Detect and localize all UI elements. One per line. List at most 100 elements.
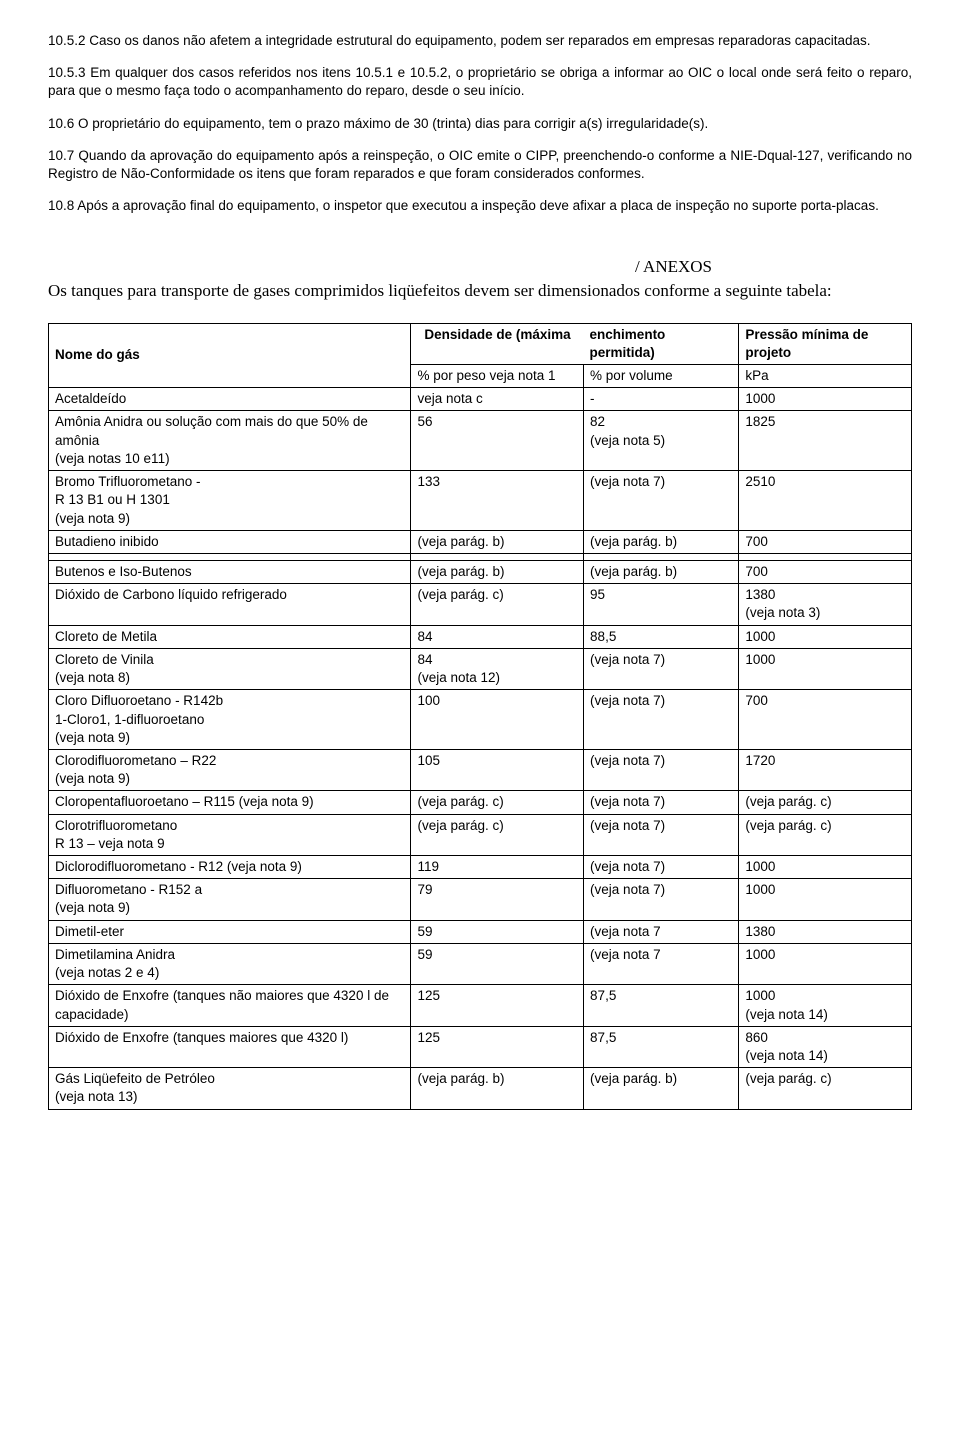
paragraph-10-6: 10.6 O proprietário do equipamento, tem … [48, 115, 912, 133]
paragraph-10-5-3: 10.5.3 Em qualquer dos casos referidos n… [48, 64, 912, 100]
header-densidade: Densidade de (máxima [424, 327, 570, 342]
table-cell: (veja parág. c) [739, 1068, 912, 1109]
table-row: Cloreto de Metila8488,51000 [49, 625, 912, 648]
table-cell: ClorotrifluorometanoR 13 – veja nota 9 [49, 814, 411, 855]
table-cell: 79 [411, 879, 584, 920]
header-enchimento: enchimento permitida) [590, 327, 666, 360]
table-cell: (veja parág. b) [584, 530, 739, 553]
table-row: Diclorodifluorometano - R12 (veja nota 9… [49, 856, 912, 879]
header-nome: Nome do gás [55, 347, 140, 362]
table-cell: (veja parág. b) [411, 530, 584, 553]
table-row: Dimetilamina Anidra(veja notas 2 e 4)59(… [49, 943, 912, 984]
table-cell: Butenos e Iso-Butenos [49, 560, 411, 583]
table-cell: 700 [739, 530, 912, 553]
table-cell: (veja nota 7) [584, 814, 739, 855]
table-cell: 105 [411, 749, 584, 790]
table-cell: 59 [411, 920, 584, 943]
paragraph-10-5-2: 10.5.2 Caso os danos não afetem a integr… [48, 32, 912, 50]
table-cell: Dióxido de Enxofre (tanques não maiores … [49, 985, 411, 1026]
table-cell: 87,5 [584, 1026, 739, 1067]
table-row: Dióxido de Enxofre (tanques não maiores … [49, 985, 912, 1026]
table-cell: (veja parág. c) [411, 791, 584, 814]
table-cell: Dióxido de Enxofre (tanques maiores que … [49, 1026, 411, 1067]
table-cell: (veja parág. c) [739, 791, 912, 814]
table-cell: 87,5 [584, 985, 739, 1026]
table-cell: 119 [411, 856, 584, 879]
table-cell: 700 [739, 560, 912, 583]
table-row: Clorodifluorometano – R22(veja nota 9)10… [49, 749, 912, 790]
table-cell: 95 [584, 584, 739, 625]
table-cell: (veja parág. c) [411, 584, 584, 625]
table-cell: 133 [411, 471, 584, 531]
table-row: Gás Liqüefeito de Petróleo(veja nota 13)… [49, 1068, 912, 1109]
table-cell: 1380(veja nota 3) [739, 584, 912, 625]
table-cell: 2510 [739, 471, 912, 531]
table-cell: 700 [739, 690, 912, 750]
table-cell: 1720 [739, 749, 912, 790]
table-cell: Diclorodifluorometano - R12 (veja nota 9… [49, 856, 411, 879]
table-cell: (veja nota 7) [584, 856, 739, 879]
paragraph-10-8: 10.8 Após a aprovação final do equipamen… [48, 197, 912, 215]
table-cell: Cloro Difluoroetano - R142b1-Cloro1, 1-d… [49, 690, 411, 750]
table-cell: (veja parág. c) [411, 814, 584, 855]
table-cell: (veja parág. b) [411, 560, 584, 583]
table-cell: veja nota c [411, 388, 584, 411]
table-cell: Bromo Trifluorometano -R 13 B1 ou H 1301… [49, 471, 411, 531]
table-cell: (veja nota 7) [584, 791, 739, 814]
paragraph-10-7: 10.7 Quando da aprovação do equipamento … [48, 147, 912, 183]
table-cell: Cloreto de Metila [49, 625, 411, 648]
table-cell: (veja nota 7 [584, 943, 739, 984]
table-row: Bromo Trifluorometano -R 13 B1 ou H 1301… [49, 471, 912, 531]
table-cell: (veja nota 7) [584, 690, 739, 750]
table-cell: 1000(veja nota 14) [739, 985, 912, 1026]
table-row: Dimetil-eter59(veja nota 71380 [49, 920, 912, 943]
table-cell: Dióxido de Carbono líquido refrigerado [49, 584, 411, 625]
table-row: Butadieno inibido(veja parág. b)(veja pa… [49, 530, 912, 553]
table-row: ClorotrifluorometanoR 13 – veja nota 9(v… [49, 814, 912, 855]
table-cell: Dimetilamina Anidra(veja notas 2 e 4) [49, 943, 411, 984]
table-cell: Cloropentafluoroetano – R115 (veja nota … [49, 791, 411, 814]
table-cell: 1825 [739, 411, 912, 471]
table-row: Difluorometano - R152 a(veja nota 9)79(v… [49, 879, 912, 920]
table-cell: 84(veja nota 12) [411, 648, 584, 689]
table-row: Acetaldeídoveja nota c-1000 [49, 388, 912, 411]
table-cell: 84 [411, 625, 584, 648]
anexos-intro: Os tanques para transporte de gases comp… [48, 280, 912, 302]
table-cell: 88,5 [584, 625, 739, 648]
table-cell: 125 [411, 1026, 584, 1067]
table-cell: Acetaldeído [49, 388, 411, 411]
table-cell: 1000 [739, 879, 912, 920]
table-cell: 1000 [739, 856, 912, 879]
table-cell: 100 [411, 690, 584, 750]
table-cell: 1000 [739, 648, 912, 689]
table-header-row-1: Nome do gás Densidade de (máxima enchime… [49, 323, 912, 364]
table-cell: (veja nota 7) [584, 648, 739, 689]
table-row: Cloropentafluoroetano – R115 (veja nota … [49, 791, 912, 814]
table-row: Cloreto de Vinila(veja nota 8)84(veja no… [49, 648, 912, 689]
table-cell: (veja nota 7) [584, 471, 739, 531]
table-cell: (veja parág. b) [584, 1068, 739, 1109]
anexos-heading: / ANEXOS [48, 256, 912, 279]
header-kpa: kPa [739, 365, 912, 388]
table-cell: Cloreto de Vinila(veja nota 8) [49, 648, 411, 689]
table-cell: (veja parág. c) [739, 814, 912, 855]
header-peso: % por peso veja nota 1 [411, 365, 584, 388]
table-cell: Gás Liqüefeito de Petróleo(veja nota 13) [49, 1068, 411, 1109]
table-row: Amônia Anidra ou solução com mais do que… [49, 411, 912, 471]
table-cell: Clorodifluorometano – R22(veja nota 9) [49, 749, 411, 790]
table-gap-row [49, 553, 912, 560]
table-cell: Dimetil-eter [49, 920, 411, 943]
table-cell: Amônia Anidra ou solução com mais do que… [49, 411, 411, 471]
table-row: Dióxido de Carbono líquido refrigerado(v… [49, 584, 912, 625]
table-cell: (veja parág. b) [584, 560, 739, 583]
table-cell: 1000 [739, 388, 912, 411]
table-cell: 82(veja nota 5) [584, 411, 739, 471]
table-cell: - [584, 388, 739, 411]
table-cell: Difluorometano - R152 a(veja nota 9) [49, 879, 411, 920]
table-row: Butenos e Iso-Butenos(veja parág. b)(vej… [49, 560, 912, 583]
header-volume: % por volume [584, 365, 739, 388]
header-pressao: Pressão mínima de projeto [745, 327, 868, 360]
table-cell: Butadieno inibido [49, 530, 411, 553]
table-cell: 59 [411, 943, 584, 984]
table-cell: 56 [411, 411, 584, 471]
